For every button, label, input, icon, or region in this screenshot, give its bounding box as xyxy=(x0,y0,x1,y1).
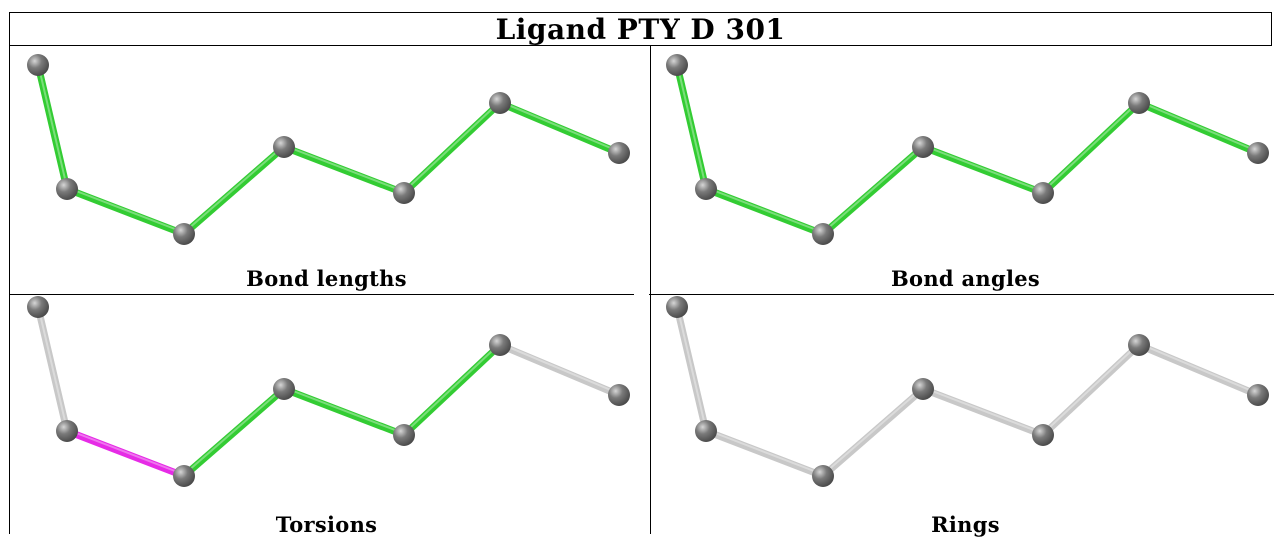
bond-highlight-1 xyxy=(676,305,707,430)
bond-highlight-6 xyxy=(1138,100,1259,153)
molecule-bond-angles xyxy=(666,54,1269,245)
bond-highlight-6 xyxy=(499,100,620,153)
atom-1 xyxy=(27,296,49,318)
bond-highlight-2 xyxy=(705,186,824,234)
atom-6 xyxy=(1128,334,1150,356)
panel-bond-angles: Bond angles xyxy=(650,48,1276,294)
molecule-rings xyxy=(666,296,1269,487)
bond-highlight-4 xyxy=(922,386,1044,435)
bond-6 xyxy=(496,341,623,399)
atom-4 xyxy=(912,378,934,400)
bond-highlight-4 xyxy=(922,144,1044,193)
molecule-torsions xyxy=(27,296,630,487)
bond-2 xyxy=(702,427,827,480)
bond-highlight-3 xyxy=(183,144,285,234)
atom-2 xyxy=(695,178,717,200)
bond-1 xyxy=(34,61,71,193)
bond-1 xyxy=(673,61,710,193)
atom-5 xyxy=(1032,424,1054,446)
bond-2 xyxy=(63,185,188,238)
atom-4 xyxy=(273,136,295,158)
atom-7 xyxy=(1247,142,1269,164)
atom-5 xyxy=(1032,182,1054,204)
bond-3 xyxy=(819,385,927,480)
figure-title-cell: Ligand PTY D 301 xyxy=(9,12,1272,46)
caption-torsions: Torsions xyxy=(275,512,378,537)
atom-7 xyxy=(608,384,630,406)
atom-1 xyxy=(27,54,49,76)
bond-5 xyxy=(1039,341,1143,439)
bond-highlight-5 xyxy=(403,342,501,435)
ligand-validation-figure: Ligand PTY D 301 Bond lengths Bond angle… xyxy=(9,0,1276,537)
atom-6 xyxy=(489,92,511,114)
atom-3 xyxy=(173,465,195,487)
caption-bond-angles: Bond angles xyxy=(890,266,1041,291)
bond-highlight-1 xyxy=(37,63,68,188)
atom-3 xyxy=(173,223,195,245)
bond-1 xyxy=(34,303,71,435)
panel-bond-lengths: Bond lengths xyxy=(11,48,642,294)
bond-6 xyxy=(1135,99,1262,157)
caption-rings: Rings xyxy=(931,512,1000,537)
bond-highlight-4 xyxy=(283,386,405,435)
bond-highlight-1 xyxy=(676,63,707,188)
atom-3 xyxy=(812,223,834,245)
atom-5 xyxy=(393,424,415,446)
figure-title: Ligand PTY D 301 xyxy=(495,12,786,46)
bond-6 xyxy=(1135,341,1262,399)
atom-6 xyxy=(1128,92,1150,114)
bond-highlight-1 xyxy=(37,305,68,430)
bond-4 xyxy=(919,385,1047,439)
panel-torsions: Torsions xyxy=(11,290,642,537)
bond-highlight-5 xyxy=(1042,100,1140,193)
bond-1 xyxy=(673,303,710,435)
panel-rings: Rings xyxy=(650,290,1276,537)
bond-4 xyxy=(919,143,1047,197)
atom-4 xyxy=(273,378,295,400)
atom-6 xyxy=(489,334,511,356)
atom-1 xyxy=(666,296,688,318)
bond-5 xyxy=(400,341,504,439)
atom-5 xyxy=(393,182,415,204)
bond-2 xyxy=(702,185,827,238)
bond-3 xyxy=(180,143,288,238)
bond-5 xyxy=(1039,99,1143,197)
atom-1 xyxy=(666,54,688,76)
bond-highlight-2 xyxy=(66,186,185,234)
bond-highlight-2 xyxy=(66,428,185,476)
bond-2 xyxy=(63,427,188,480)
bond-5 xyxy=(400,99,504,197)
bond-6 xyxy=(496,99,623,157)
atom-4 xyxy=(912,136,934,158)
bond-highlight-3 xyxy=(183,386,285,476)
bond-highlight-5 xyxy=(1042,342,1140,435)
bond-4 xyxy=(280,143,408,197)
bond-3 xyxy=(819,143,927,238)
bond-highlight-5 xyxy=(403,100,501,193)
bond-4 xyxy=(280,385,408,439)
bond-highlight-3 xyxy=(822,144,924,234)
atom-3 xyxy=(812,465,834,487)
atom-7 xyxy=(1247,384,1269,406)
atom-7 xyxy=(608,142,630,164)
molecule-bond-lengths xyxy=(27,54,630,245)
atom-2 xyxy=(695,420,717,442)
bond-highlight-2 xyxy=(705,428,824,476)
bond-highlight-6 xyxy=(499,342,620,395)
atom-2 xyxy=(56,178,78,200)
caption-bond-lengths: Bond lengths xyxy=(246,266,407,291)
bond-3 xyxy=(180,385,288,480)
bond-highlight-3 xyxy=(822,386,924,476)
atom-2 xyxy=(56,420,78,442)
bond-highlight-6 xyxy=(1138,342,1259,395)
bond-highlight-4 xyxy=(283,144,405,193)
